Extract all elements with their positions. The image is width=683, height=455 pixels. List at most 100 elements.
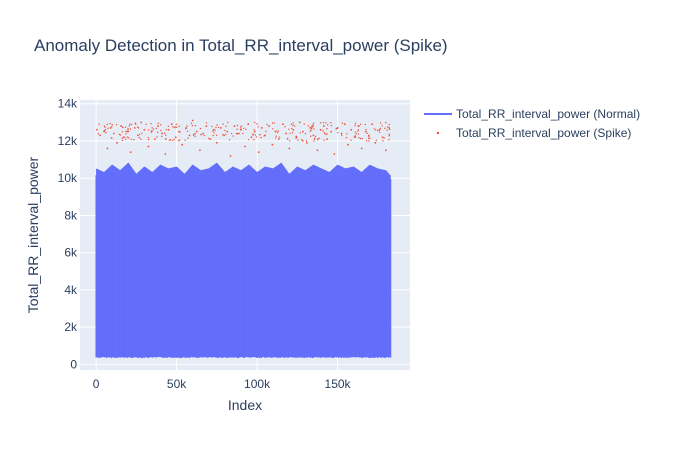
spike-point bbox=[265, 130, 267, 133]
spike-point bbox=[384, 127, 386, 130]
spike-point bbox=[292, 122, 294, 124]
spike-point bbox=[311, 126, 313, 129]
spike-point bbox=[358, 137, 360, 139]
spike-point bbox=[109, 127, 112, 129]
spike-point bbox=[326, 123, 329, 126]
spike-point bbox=[323, 139, 325, 141]
spike-point bbox=[252, 133, 254, 135]
spike-point bbox=[105, 132, 107, 134]
spike-point bbox=[103, 125, 106, 127]
spike-point bbox=[275, 130, 277, 132]
spike-point bbox=[202, 132, 205, 135]
spike-point bbox=[227, 121, 229, 124]
y-tick-label: 10k bbox=[58, 171, 78, 185]
spike-point bbox=[167, 125, 170, 127]
spike-point bbox=[382, 140, 384, 142]
spike-point bbox=[273, 122, 276, 124]
spike-point bbox=[128, 125, 131, 127]
spike-point bbox=[99, 134, 102, 137]
spike-point bbox=[333, 153, 336, 155]
spike-point bbox=[354, 135, 357, 137]
spike-point bbox=[141, 132, 143, 135]
spike-point bbox=[346, 133, 348, 135]
spike-point bbox=[164, 153, 167, 155]
spike-point bbox=[357, 133, 359, 135]
spike-point bbox=[129, 151, 132, 154]
spike-point bbox=[263, 135, 265, 137]
spike-point bbox=[165, 134, 167, 136]
spike-point bbox=[318, 137, 320, 139]
spike-point bbox=[276, 131, 279, 134]
spike-point bbox=[212, 134, 214, 137]
spike-point bbox=[304, 132, 307, 135]
spike-point bbox=[145, 123, 147, 126]
spike-point bbox=[381, 125, 383, 127]
spike-point bbox=[215, 134, 218, 137]
spike-point bbox=[271, 122, 274, 124]
spike-point bbox=[135, 123, 137, 125]
spike-point bbox=[238, 132, 240, 135]
spike-point bbox=[168, 139, 171, 141]
spike-point bbox=[156, 131, 159, 134]
spike-point bbox=[368, 140, 370, 142]
spike-point bbox=[364, 123, 367, 126]
spike-point bbox=[275, 135, 277, 137]
spike-point bbox=[365, 140, 368, 142]
spike-point bbox=[298, 121, 301, 124]
spike-point bbox=[257, 126, 259, 128]
spike-point bbox=[186, 125, 188, 127]
spike-point bbox=[161, 132, 163, 135]
spike-point bbox=[313, 128, 315, 130]
spike-point bbox=[324, 133, 326, 135]
legend-item-spike[interactable]: Total_RR_interval_power (Spike) bbox=[436, 126, 632, 140]
spike-point bbox=[169, 139, 172, 141]
spike-point bbox=[186, 130, 189, 132]
spike-point bbox=[133, 127, 136, 129]
spike-point bbox=[223, 134, 225, 137]
x-axis-ticks: 0 50k 100k 150k bbox=[93, 377, 352, 391]
spike-point bbox=[317, 138, 319, 140]
spike-point bbox=[388, 139, 390, 141]
spike-point bbox=[378, 131, 381, 133]
x-tick-label: 0 bbox=[93, 377, 100, 391]
spike-point bbox=[325, 133, 328, 135]
spike-point bbox=[310, 125, 313, 127]
spike-point bbox=[299, 132, 301, 134]
spike-point bbox=[365, 128, 367, 131]
spike-point bbox=[312, 124, 314, 126]
spike-point bbox=[193, 133, 195, 136]
spike-point bbox=[330, 122, 332, 124]
spike-point bbox=[147, 136, 150, 139]
spike-point bbox=[368, 135, 370, 138]
spike-point bbox=[314, 135, 317, 138]
spike-point bbox=[130, 123, 133, 126]
spike-point bbox=[215, 126, 217, 129]
legend-item-normal[interactable]: Total_RR_interval_power (Normal) bbox=[424, 107, 640, 121]
spike-point bbox=[120, 125, 122, 127]
spike-point bbox=[292, 128, 295, 131]
spike-point bbox=[314, 137, 316, 139]
spike-point bbox=[127, 137, 130, 139]
spike-point bbox=[256, 123, 258, 125]
spike-point bbox=[336, 131, 339, 134]
spike-point bbox=[330, 130, 333, 133]
spike-point bbox=[379, 127, 382, 130]
spike-point bbox=[157, 122, 160, 125]
spike-point bbox=[295, 137, 297, 139]
spike-point bbox=[147, 129, 150, 131]
spike-point bbox=[151, 127, 153, 129]
legend: Total_RR_interval_power (Normal) Total_R… bbox=[424, 107, 640, 140]
spike-point bbox=[368, 134, 370, 137]
legend-marker-swatch bbox=[436, 131, 440, 135]
spike-point bbox=[96, 128, 98, 131]
spike-point bbox=[200, 133, 202, 136]
spike-point bbox=[112, 132, 115, 135]
spike-point bbox=[326, 138, 328, 141]
spike-point bbox=[385, 121, 387, 124]
spike-point bbox=[366, 132, 368, 134]
spike-point bbox=[353, 136, 356, 138]
spike-point bbox=[115, 123, 118, 126]
spike-point bbox=[228, 139, 231, 141]
spike-point bbox=[172, 125, 174, 128]
